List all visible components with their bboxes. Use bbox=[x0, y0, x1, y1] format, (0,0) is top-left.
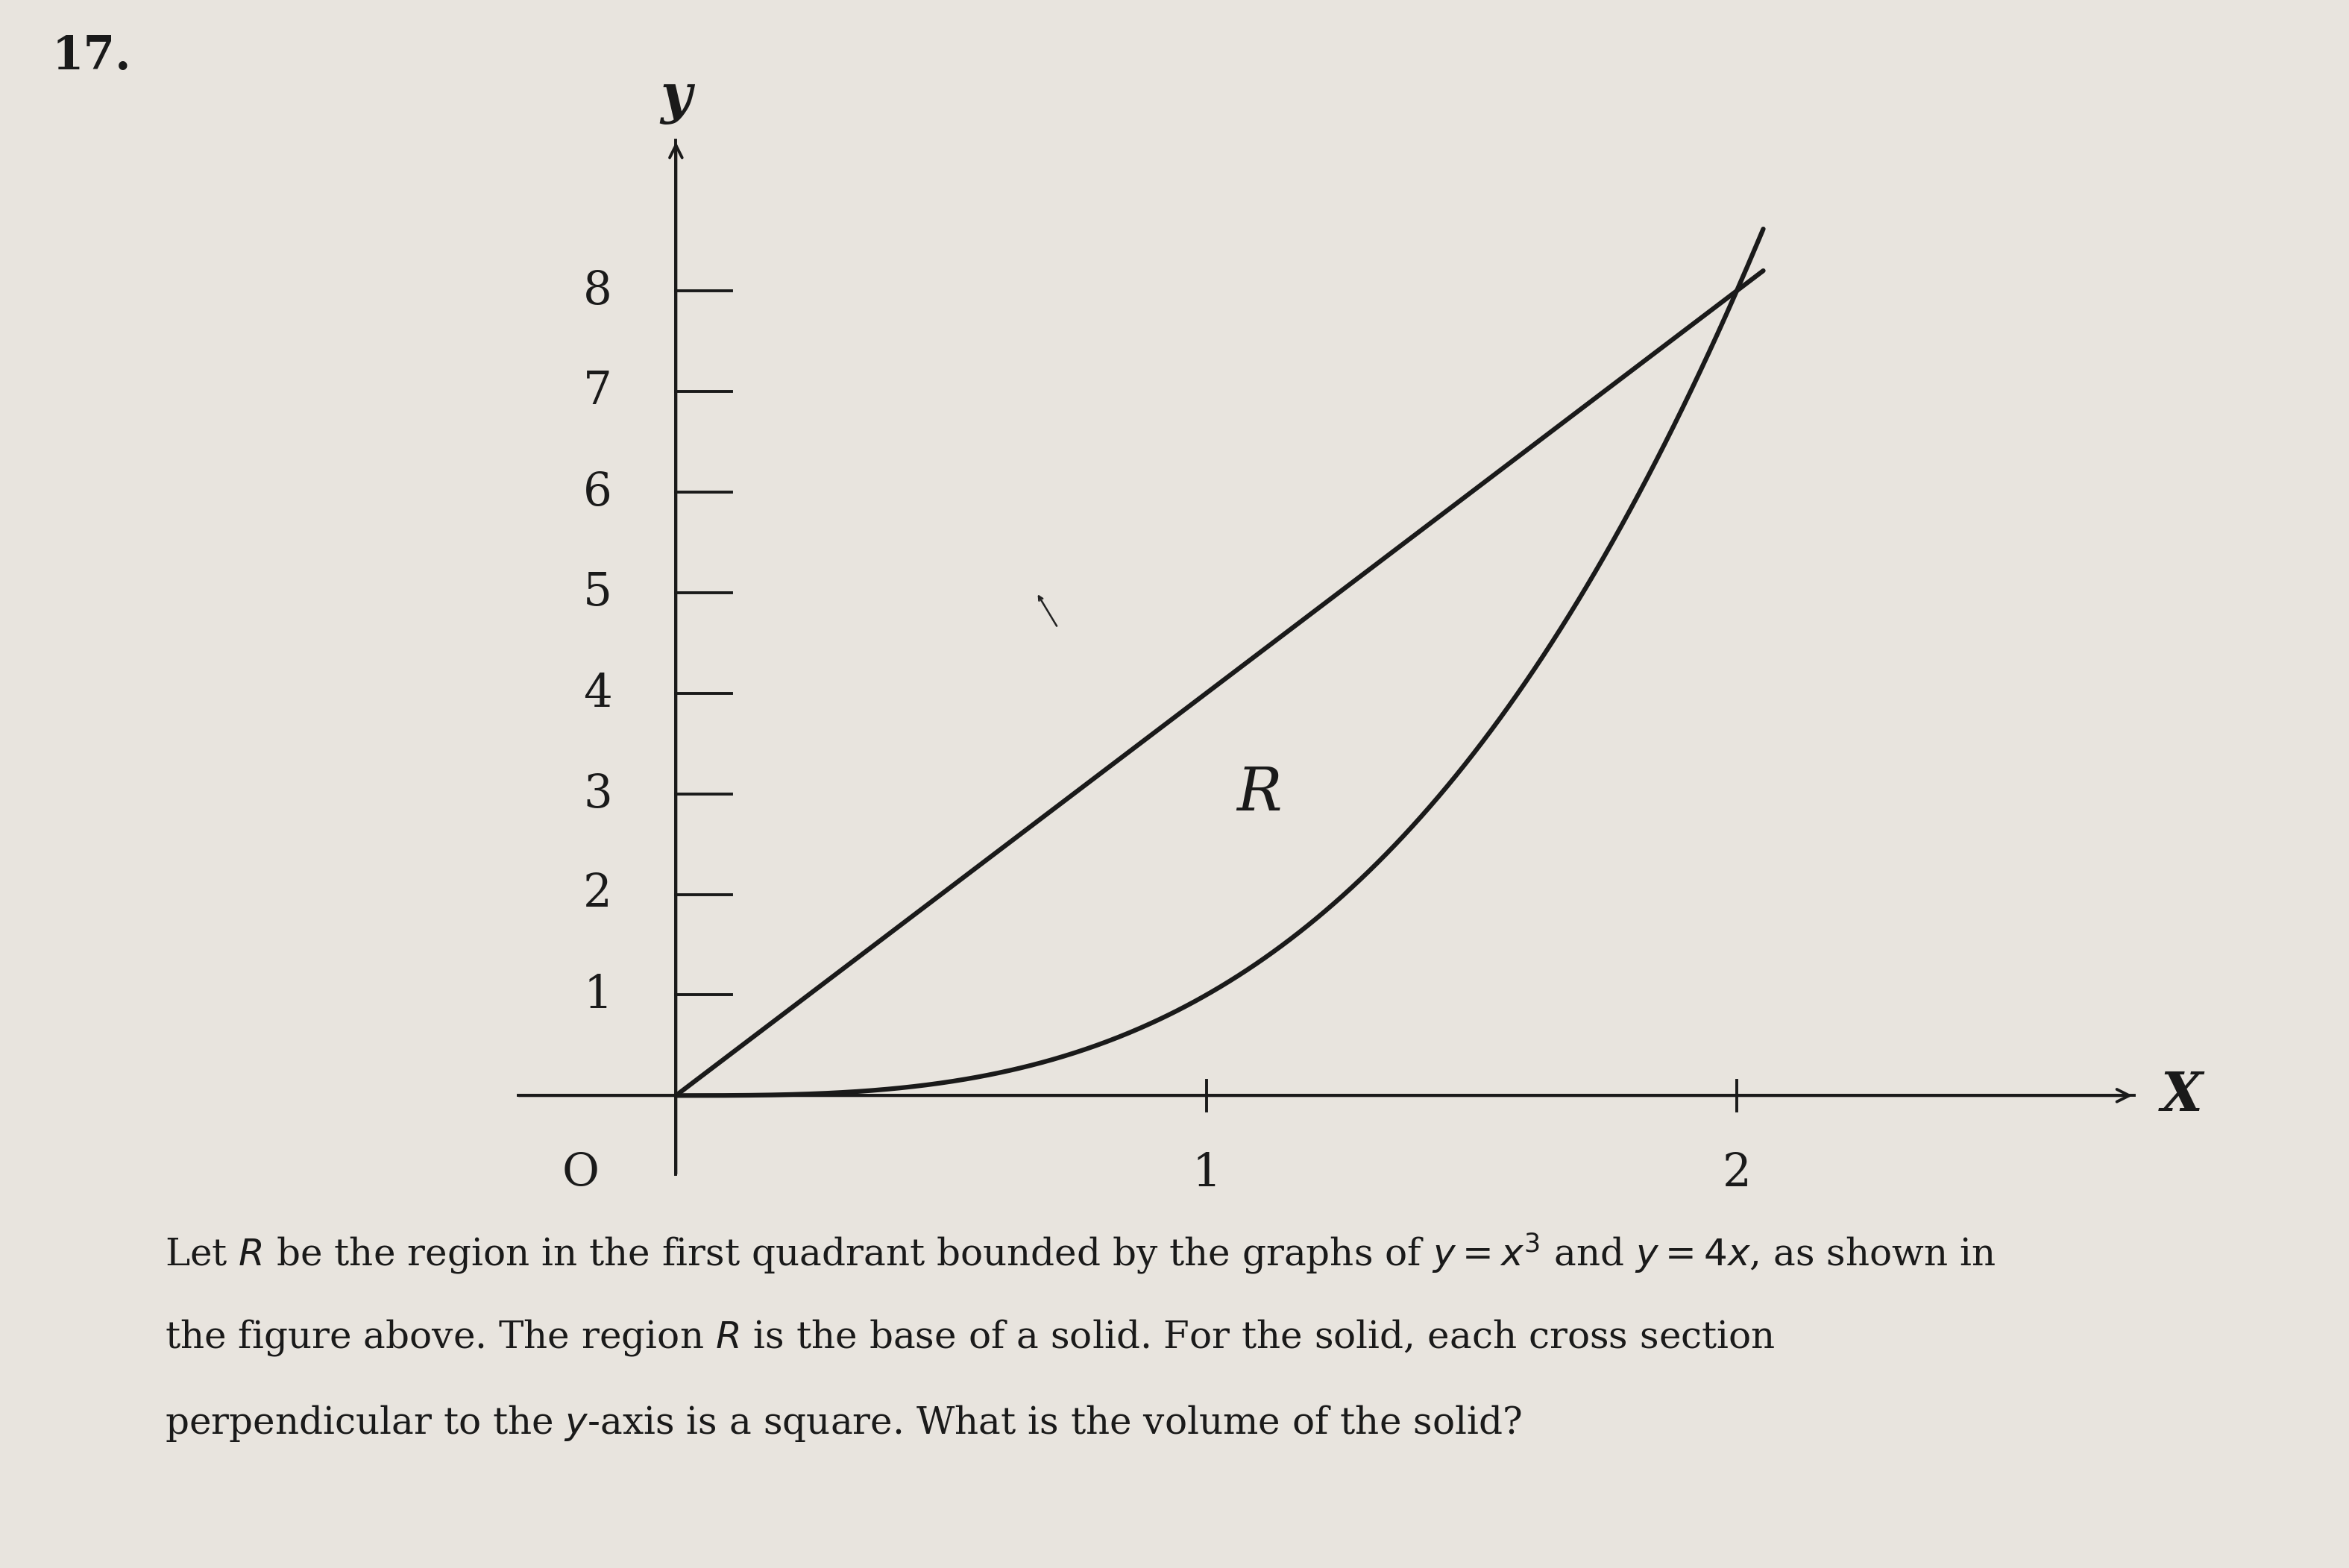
Text: 5: 5 bbox=[583, 571, 613, 615]
Text: 2: 2 bbox=[583, 872, 613, 917]
Text: perpendicular to the $y$-axis is a square. What is the volume of the solid?: perpendicular to the $y$-axis is a squar… bbox=[164, 1403, 1522, 1444]
Text: O: O bbox=[561, 1151, 599, 1195]
Text: 7: 7 bbox=[583, 368, 613, 414]
Text: 1: 1 bbox=[1191, 1151, 1221, 1195]
Text: 17.: 17. bbox=[52, 34, 132, 80]
Text: X: X bbox=[2161, 1069, 2203, 1123]
Text: 6: 6 bbox=[583, 470, 613, 514]
Text: 2: 2 bbox=[1722, 1151, 1752, 1195]
Text: Let $R$ be the region in the first quadrant bounded by the graphs of $y = x^3$ a: Let $R$ be the region in the first quadr… bbox=[164, 1231, 1994, 1276]
Text: 3: 3 bbox=[583, 771, 613, 815]
Text: 4: 4 bbox=[583, 671, 613, 715]
Text: y: y bbox=[660, 72, 691, 125]
Text: 1: 1 bbox=[583, 972, 613, 1018]
Text: the figure above. The region $R$ is the base of a solid. For the solid, each cro: the figure above. The region $R$ is the … bbox=[164, 1317, 1776, 1358]
Text: 8: 8 bbox=[583, 268, 613, 314]
Text: R: R bbox=[1238, 765, 1283, 823]
